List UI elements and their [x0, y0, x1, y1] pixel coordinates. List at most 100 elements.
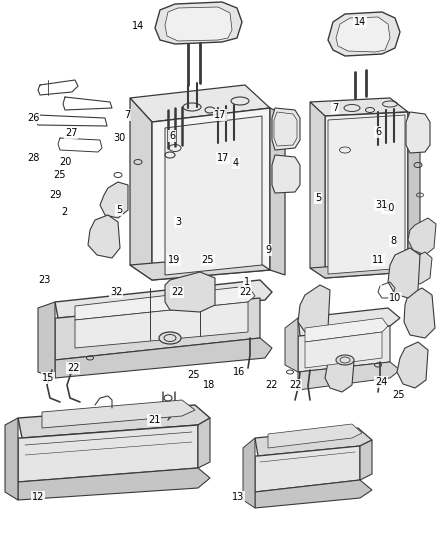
Text: 7: 7 — [124, 110, 130, 120]
Polygon shape — [155, 2, 241, 44]
Polygon shape — [165, 7, 231, 41]
Polygon shape — [309, 102, 324, 278]
Polygon shape — [405, 112, 429, 153]
Text: 22: 22 — [238, 287, 251, 297]
Text: 25: 25 — [201, 255, 213, 265]
Polygon shape — [75, 302, 247, 348]
Text: 28: 28 — [27, 153, 39, 163]
Polygon shape — [165, 116, 261, 275]
Polygon shape — [327, 115, 404, 274]
Polygon shape — [254, 480, 371, 508]
Text: 25: 25 — [187, 370, 200, 380]
Text: 6: 6 — [374, 127, 380, 137]
Text: 14: 14 — [353, 17, 365, 27]
Polygon shape — [297, 326, 389, 372]
Text: 22: 22 — [171, 287, 183, 297]
Polygon shape — [387, 248, 419, 298]
Polygon shape — [272, 108, 299, 150]
Text: 17: 17 — [213, 110, 226, 120]
Polygon shape — [304, 332, 381, 368]
Polygon shape — [403, 288, 434, 338]
Polygon shape — [324, 345, 354, 392]
Text: 30: 30 — [113, 133, 125, 143]
Polygon shape — [55, 338, 272, 378]
Ellipse shape — [159, 332, 180, 344]
Text: 15: 15 — [42, 373, 54, 383]
Text: 25: 25 — [53, 170, 66, 180]
Polygon shape — [55, 280, 272, 318]
Polygon shape — [309, 98, 407, 116]
Text: 21: 21 — [148, 415, 160, 425]
Polygon shape — [297, 285, 329, 338]
Polygon shape — [152, 108, 269, 280]
Text: 24: 24 — [374, 377, 386, 387]
Text: 22: 22 — [288, 380, 301, 390]
Polygon shape — [272, 155, 299, 193]
Polygon shape — [243, 438, 254, 508]
Ellipse shape — [335, 355, 353, 365]
Polygon shape — [297, 362, 399, 390]
Polygon shape — [324, 112, 407, 278]
Polygon shape — [18, 425, 198, 482]
Polygon shape — [304, 318, 387, 342]
Polygon shape — [297, 308, 399, 336]
Text: 18: 18 — [202, 380, 215, 390]
Text: 14: 14 — [132, 21, 144, 31]
Polygon shape — [55, 298, 259, 360]
Polygon shape — [130, 255, 269, 280]
Text: 9: 9 — [265, 245, 271, 255]
Text: 22: 22 — [67, 363, 79, 373]
Polygon shape — [309, 262, 407, 278]
Polygon shape — [75, 286, 254, 320]
Polygon shape — [407, 112, 419, 275]
Text: 10: 10 — [388, 293, 400, 303]
Text: 27: 27 — [65, 128, 78, 138]
Text: 16: 16 — [233, 367, 245, 377]
Text: 26: 26 — [27, 113, 39, 123]
Polygon shape — [327, 12, 399, 56]
Polygon shape — [269, 108, 284, 275]
Polygon shape — [396, 342, 427, 388]
Text: 5: 5 — [116, 205, 122, 215]
Polygon shape — [407, 218, 435, 255]
Text: 1: 1 — [244, 277, 250, 287]
Text: 7: 7 — [331, 103, 338, 113]
Polygon shape — [165, 272, 215, 312]
Polygon shape — [88, 215, 120, 258]
Text: 23: 23 — [39, 275, 51, 285]
Text: 2: 2 — [62, 207, 68, 217]
Polygon shape — [130, 85, 269, 122]
Polygon shape — [38, 302, 55, 378]
Text: 31: 31 — [374, 200, 386, 210]
Polygon shape — [405, 252, 431, 284]
Polygon shape — [254, 446, 359, 492]
Text: 13: 13 — [231, 492, 244, 502]
Text: 3: 3 — [175, 217, 181, 227]
Polygon shape — [254, 428, 371, 456]
Polygon shape — [5, 418, 18, 500]
Text: 25: 25 — [391, 390, 403, 400]
Text: 8: 8 — [389, 236, 395, 246]
Text: 4: 4 — [233, 158, 239, 168]
Text: 20: 20 — [381, 203, 393, 213]
Text: 12: 12 — [32, 492, 44, 502]
Text: 17: 17 — [216, 153, 229, 163]
Text: 11: 11 — [371, 255, 383, 265]
Text: 29: 29 — [49, 190, 61, 200]
Polygon shape — [335, 17, 389, 52]
Polygon shape — [18, 468, 209, 500]
Text: 6: 6 — [169, 131, 175, 141]
Text: 22: 22 — [265, 380, 277, 390]
Polygon shape — [100, 182, 128, 218]
Polygon shape — [42, 400, 194, 428]
Text: 5: 5 — [314, 193, 321, 203]
Polygon shape — [18, 405, 209, 438]
Polygon shape — [198, 418, 209, 468]
Polygon shape — [359, 440, 371, 480]
Text: 20: 20 — [60, 157, 72, 167]
Text: 32: 32 — [110, 287, 122, 297]
Polygon shape — [267, 424, 361, 448]
Polygon shape — [284, 318, 297, 372]
Polygon shape — [130, 98, 152, 280]
Text: 19: 19 — [168, 255, 180, 265]
